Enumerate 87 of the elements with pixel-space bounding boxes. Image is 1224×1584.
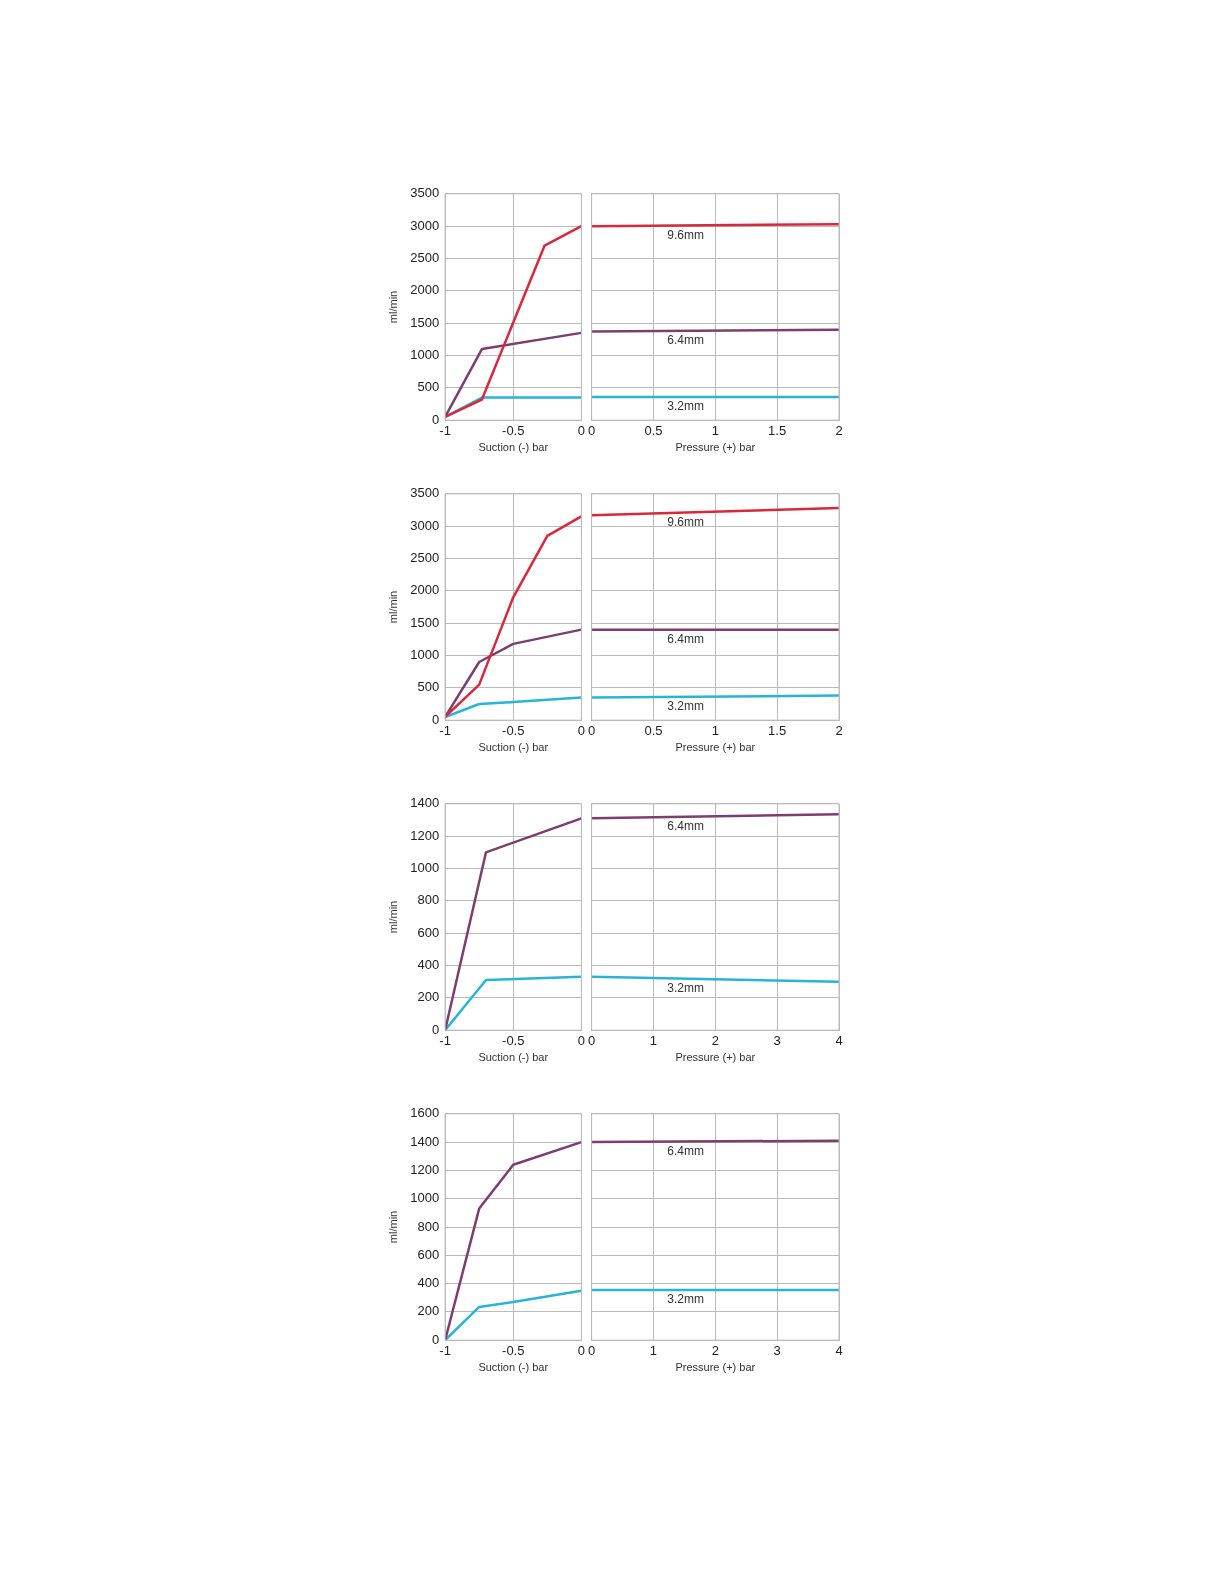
series-label: 6.4mm — [667, 631, 704, 646]
x-axis-title: Pressure (+) bar — [675, 441, 756, 454]
x-tick-label: 0 — [577, 1032, 585, 1048]
series-label: 3.2mm — [667, 399, 704, 414]
series-label: 3.2mm — [667, 980, 704, 995]
y-axis-title: ml/min — [386, 290, 399, 324]
x-tick-label: 0 — [588, 1032, 596, 1048]
x-tick-label: -1 — [439, 422, 451, 438]
x-axis-title: Suction (-) bar — [478, 1361, 549, 1374]
x-tick-label: 2 — [711, 1032, 719, 1048]
y-tick-label: 500 — [417, 379, 440, 395]
y-tick-label: 2500 — [410, 250, 440, 266]
series-label: 6.4mm — [667, 1143, 704, 1158]
y-tick-label: 3500 — [410, 485, 440, 501]
x-tick-label: -0.5 — [502, 422, 525, 438]
x-tick-label: 1 — [649, 1032, 658, 1048]
x-tick-label: 0.5 — [644, 422, 663, 438]
y-tick-label: 400 — [417, 957, 440, 973]
y-tick-label: 3000 — [410, 517, 440, 533]
y-tick-label: 1000 — [410, 647, 440, 663]
y-tick-label: 1000 — [410, 347, 440, 363]
x-tick-label: 1 — [711, 422, 719, 438]
x-tick-label: 0 — [588, 1342, 596, 1358]
x-tick-label: -1 — [439, 722, 451, 738]
y-tick-label: 500 — [417, 679, 440, 695]
x-tick-label: 4 — [835, 1032, 843, 1048]
y-tick-label: 1200 — [410, 1161, 440, 1177]
x-axis-title: Pressure (+) bar — [675, 1361, 756, 1374]
y-tick-label: 200 — [417, 989, 440, 1005]
y-tick-label: 1200 — [410, 827, 440, 843]
x-tick-label: 0 — [577, 422, 585, 438]
x-tick-label: 0 — [588, 722, 596, 738]
y-tick-label: 800 — [417, 1218, 440, 1234]
y-tick-label: 1400 — [410, 1133, 440, 1149]
x-tick-label: 1.5 — [768, 422, 787, 438]
x-tick-label: -0.5 — [502, 1032, 525, 1048]
x-axis-title: Pressure (+) bar — [675, 1051, 756, 1064]
series-label: 6.4mm — [667, 333, 704, 348]
y-axis-title: ml/min — [386, 1210, 399, 1244]
y-axis-title: ml/min — [386, 590, 399, 624]
y-tick-label: 3000 — [410, 217, 440, 233]
series-label: 9.6mm — [667, 514, 704, 529]
y-tick-label: 600 — [417, 1246, 440, 1262]
x-axis-title: Pressure (+) bar — [675, 741, 756, 754]
y-tick-label: 400 — [417, 1275, 440, 1291]
x-tick-label: -0.5 — [502, 722, 525, 738]
y-tick-label: 1000 — [410, 1190, 440, 1206]
y-axis-title: ml/min — [386, 900, 399, 934]
x-tick-label: 0.5 — [644, 722, 663, 738]
x-axis-title: Suction (-) bar — [478, 741, 549, 754]
y-tick-label: 0 — [431, 411, 440, 427]
x-tick-label: 0 — [577, 1342, 585, 1358]
y-tick-label: 1400 — [410, 795, 440, 811]
x-tick-label: 0 — [577, 722, 585, 738]
y-tick-label: 0 — [431, 1021, 440, 1037]
y-tick-label: 800 — [417, 892, 440, 908]
series-label: 9.6mm — [667, 227, 704, 242]
x-tick-label: 3 — [773, 1032, 781, 1048]
y-tick-label: 1000 — [410, 860, 440, 876]
x-tick-label: -1 — [439, 1342, 451, 1358]
x-tick-label: 2 — [835, 422, 843, 438]
y-tick-label: 0 — [431, 711, 440, 727]
series-label: 3.2mm — [667, 1292, 704, 1307]
x-tick-label: 4 — [835, 1342, 843, 1358]
y-tick-label: 0 — [431, 1331, 440, 1347]
y-tick-label: 1500 — [410, 614, 440, 630]
x-tick-label: 1.5 — [768, 722, 787, 738]
y-tick-label: 200 — [417, 1303, 440, 1319]
x-tick-label: 3 — [773, 1342, 781, 1358]
x-axis-title: Suction (-) bar — [478, 441, 549, 454]
x-tick-label: 1 — [711, 722, 719, 738]
y-tick-label: 2000 — [410, 582, 440, 598]
x-tick-label: 2 — [835, 722, 843, 738]
x-tick-label: -0.5 — [502, 1342, 525, 1358]
x-tick-label: 0 — [588, 422, 596, 438]
x-tick-label: -1 — [439, 1032, 451, 1048]
x-tick-label: 1 — [649, 1342, 658, 1358]
x-tick-label: 2 — [711, 1342, 719, 1358]
y-tick-label: 2500 — [410, 550, 440, 566]
y-tick-label: 1500 — [410, 314, 440, 330]
series-label: 3.2mm — [667, 699, 704, 714]
x-axis-title: Suction (-) bar — [478, 1051, 549, 1064]
y-tick-label: 2000 — [410, 282, 440, 298]
series-label: 6.4mm — [667, 819, 704, 834]
y-tick-label: 3500 — [410, 185, 440, 201]
y-tick-label: 1600 — [410, 1105, 440, 1121]
y-tick-label: 600 — [417, 924, 440, 940]
